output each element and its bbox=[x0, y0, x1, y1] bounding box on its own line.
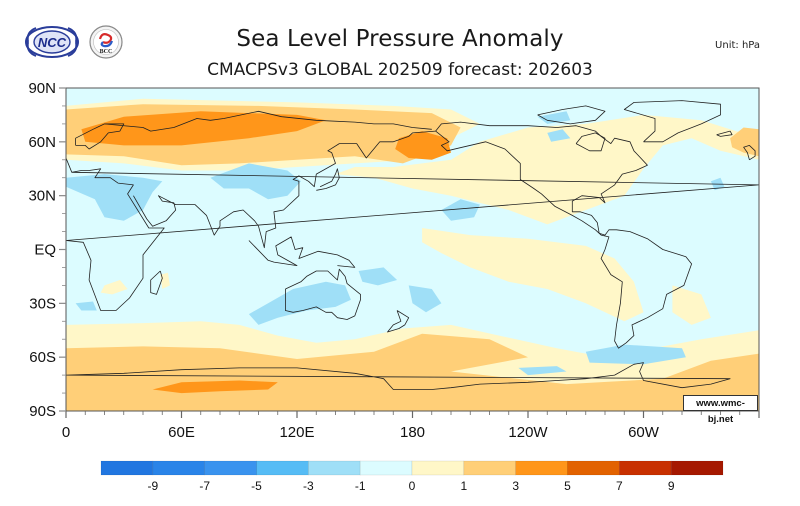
x-axis-labels: 0 60E 120E 180 120W 60W bbox=[62, 424, 660, 441]
colorbar bbox=[100, 460, 724, 476]
bcc-logo-text: BCC bbox=[100, 49, 113, 55]
colorbar-swatch bbox=[152, 460, 205, 476]
coastline-japan bbox=[316, 168, 340, 191]
x-tick-label: 60W bbox=[628, 424, 660, 441]
colorbar-swatch bbox=[359, 460, 413, 476]
anomaly-region-antarctic-3to5 bbox=[152, 380, 278, 394]
colorbar-label: -3 bbox=[303, 479, 314, 493]
coastline-iceland bbox=[716, 130, 733, 137]
coastline-australia bbox=[285, 268, 361, 320]
bcc-logo-icon: BCC bbox=[89, 25, 123, 59]
y-tick-label: EQ bbox=[34, 242, 56, 259]
chart-subtitle: CMACPSv3 GLOBAL 202509 forecast: 202603 bbox=[207, 60, 593, 80]
colorbar-swatch bbox=[463, 460, 516, 476]
x-tick-label: 120E bbox=[279, 424, 314, 441]
y-tick-label: 60S bbox=[29, 349, 56, 366]
coastline-europe-africa bbox=[66, 157, 759, 311]
chart-title: Sea Level Pressure Anomaly bbox=[236, 26, 564, 52]
anomaly-region-eurasia-3to5 bbox=[81, 111, 326, 146]
colorbar-label: -9 bbox=[147, 479, 158, 493]
colorbar-label: -7 bbox=[199, 479, 210, 493]
coastline-indonesia bbox=[248, 236, 356, 268]
anomaly-region-tropical-pacific-positive bbox=[422, 228, 644, 322]
y-tick-label: 30S bbox=[29, 295, 56, 312]
colorbar-swatch bbox=[567, 460, 620, 476]
x-tick-label: 180 bbox=[400, 424, 425, 441]
colorbar-swatch bbox=[204, 460, 257, 476]
anomaly-regions bbox=[66, 98, 759, 411]
anomaly-region-australia-negative bbox=[248, 281, 351, 325]
anomaly-region-hudson-negative bbox=[547, 129, 571, 142]
colorbar-label: 3 bbox=[512, 479, 519, 493]
anomaly-region-arctic-canada-negative bbox=[537, 111, 571, 124]
y-axis-labels: 90N 60N 30N EQ 30S 60S 90S bbox=[28, 80, 56, 420]
coastline-canadian-arctic bbox=[537, 105, 606, 125]
anomaly-region-north-pacific-negative bbox=[441, 199, 480, 221]
x-tick-label: 0 bbox=[62, 424, 70, 441]
y-tick-label: 90N bbox=[28, 80, 56, 97]
anomaly-region-southern-ocean-1to3 bbox=[66, 333, 759, 411]
colorbar-label: 7 bbox=[616, 479, 623, 493]
colorbar-swatch bbox=[515, 460, 568, 476]
coastline-madagascar bbox=[150, 270, 163, 295]
colorbar-swatch bbox=[100, 460, 154, 476]
coastlines bbox=[66, 100, 759, 390]
colorbar-label: 1 bbox=[460, 479, 467, 493]
x-tick-label: 60E bbox=[168, 424, 195, 441]
anomaly-region-amundsen-negative bbox=[518, 366, 567, 376]
anomaly-region-south-pacific-negative bbox=[408, 285, 442, 313]
anomaly-region-central-asia-negative bbox=[210, 163, 301, 200]
ncc-logo-text: NCC bbox=[38, 35, 67, 50]
colorbar-label: 0 bbox=[409, 479, 416, 493]
anomaly-region-madagascar-positive bbox=[160, 272, 170, 289]
colorbar-swatch bbox=[670, 460, 724, 476]
colorbar-swatch bbox=[308, 460, 361, 476]
coastline-new-zealand bbox=[387, 310, 410, 333]
coastline-greenland bbox=[623, 100, 721, 143]
coastline-scandinavia bbox=[75, 123, 125, 150]
coastline-antarctica bbox=[66, 362, 731, 390]
anomaly-region-mediterranean-negative bbox=[66, 174, 163, 221]
y-tick-label: 30N bbox=[28, 188, 56, 205]
anomaly-region-south-atlantic-positive bbox=[672, 285, 711, 325]
coastline-uk bbox=[743, 145, 756, 161]
anomaly-region-coral-sea-negative bbox=[358, 267, 398, 286]
colorbar-label: -1 bbox=[355, 479, 366, 493]
colorbar-labels: -9 -7 -5 -3 -1 0 1 3 5 7 9 bbox=[147, 479, 674, 493]
anomaly-region-africa-positive bbox=[100, 280, 128, 295]
coastline-siberia-north bbox=[104, 110, 432, 132]
y-tick-label: 90S bbox=[29, 403, 56, 420]
axis-ticks bbox=[59, 87, 760, 418]
y-tick-label: 60N bbox=[28, 134, 56, 151]
colorbar-label: -5 bbox=[251, 479, 262, 493]
anomaly-region-bering-3to5 bbox=[395, 131, 451, 160]
anomaly-region-south-indian-negative bbox=[75, 301, 97, 311]
colorbar-label: 9 bbox=[668, 479, 675, 493]
colorbar-label: 5 bbox=[564, 479, 571, 493]
x-tick-label: 120W bbox=[508, 424, 548, 441]
ncc-logo-icon: NCC bbox=[25, 26, 79, 58]
anomaly-region-drake-passage-negative bbox=[585, 344, 686, 365]
coastline-hudson bbox=[575, 132, 606, 152]
colorbar-swatch bbox=[256, 460, 309, 476]
colorbar-swatch bbox=[411, 460, 465, 476]
colorbar-swatch bbox=[619, 460, 672, 476]
coastline-arabia-india bbox=[133, 130, 436, 249]
credit-label: www.wmc-bj.net bbox=[683, 395, 758, 425]
coastline-alaska-na bbox=[435, 121, 692, 349]
unit-label: Unit: hPa bbox=[715, 40, 760, 51]
anomaly-region-north-pacific-positive bbox=[335, 114, 759, 225]
anomaly-region-iceland-positive bbox=[730, 127, 759, 157]
